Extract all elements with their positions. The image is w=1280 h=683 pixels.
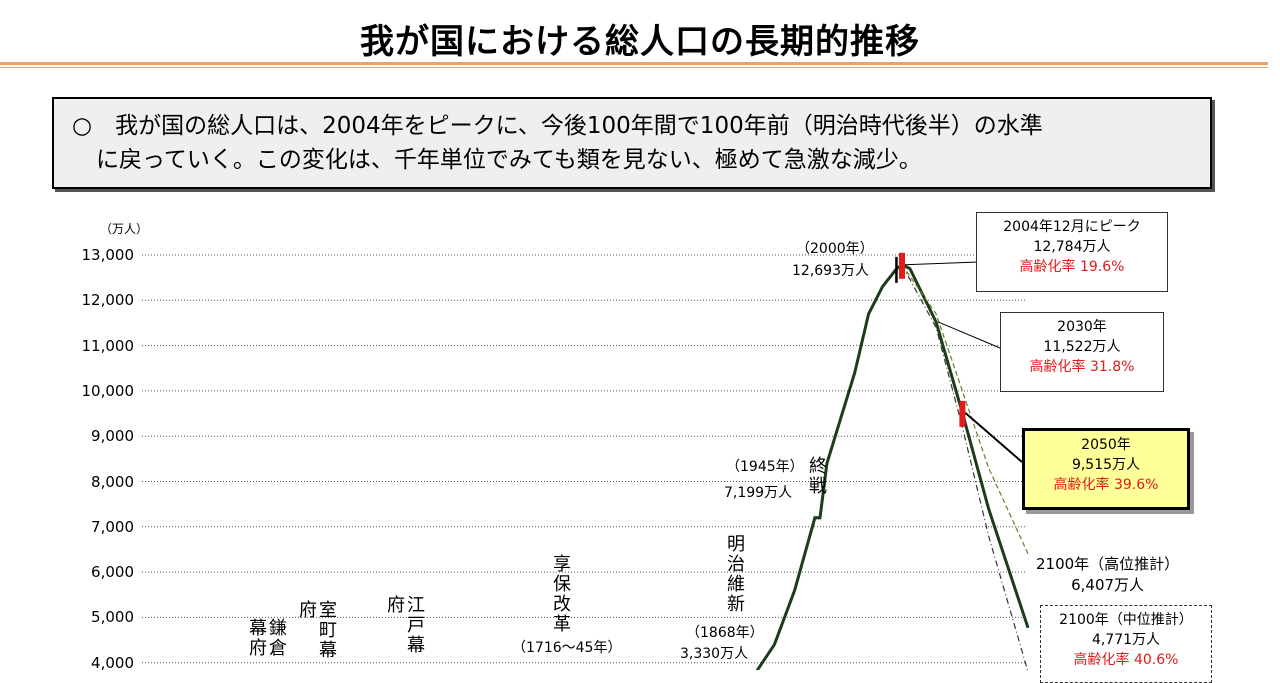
year-markers <box>895 252 966 427</box>
callout-2030-aging: 高齢化率 31.8% <box>1029 359 1135 375</box>
summary-line-2: に戻っていく。この変化は、千年単位でみても類を見ない、極めて急激な減少。 <box>96 147 922 173</box>
y-tick-label: 7,000 <box>91 517 134 536</box>
title-underline <box>0 62 1268 65</box>
annotation-edo-shogunate: 江戸幕府 <box>384 595 425 655</box>
summary-text: ○ 我が国の総人口は、2004年をピークに、今後100年間で100年前（明治時代… <box>72 109 1202 177</box>
callout-2030: 2030年 11,522万人 高齢化率 31.8% <box>1000 312 1164 392</box>
annotation-1868-value: 3,330万人 <box>680 646 749 662</box>
page-title: 我が国における総人口の長期的推移 <box>360 22 920 62</box>
callout-2030-line2: 11,522万人 <box>1043 339 1121 355</box>
callout-2050-line2: 9,515万人 <box>1071 457 1141 473</box>
annotation-2000-value: 12,693万人 <box>792 263 869 279</box>
y-tick-label: 6,000 <box>91 563 134 582</box>
callout-2030-line1: 2030年 <box>1057 319 1107 335</box>
annotation-end-of-war: 終戦 <box>806 456 827 496</box>
annotation-kyoho-years: （1716～45年） <box>512 640 622 656</box>
marker-2000 <box>895 256 898 283</box>
callout-2100-high-line1: 2100年（高位推計） <box>1036 555 1180 573</box>
marker-2050 <box>959 400 966 427</box>
series-lines <box>755 263 1030 670</box>
y-tick-label: 9,000 <box>91 427 134 446</box>
series-line-3 <box>901 264 1029 670</box>
callout-2050-line1: 2050年 <box>1081 437 1131 453</box>
annotation-2000-year: （2000年） <box>796 241 874 257</box>
callout-2100-high-line2: 6,407万人 <box>1071 576 1145 594</box>
series-line-1 <box>755 263 1030 670</box>
leader-line-2 <box>937 321 1001 349</box>
y-tick-label: 4,000 <box>91 653 134 672</box>
callout-2050: 2050年 9,515万人 高齢化率 39.6% <box>1022 428 1190 510</box>
annotation-1945-value: 7,199万人 <box>724 485 793 501</box>
annotation-muromachi-shogunate: 室町幕府 <box>296 600 337 660</box>
summary-box: ○ 我が国の総人口は、2004年をピークに、今後100年間で100年前（明治時代… <box>52 97 1212 189</box>
callout-2100-mid-aging: 高齢化率 40.6% <box>1073 652 1179 668</box>
callout-2100-mid-line2: 4,771万人 <box>1091 632 1161 648</box>
y-axis-unit-label: （万人） <box>100 222 149 236</box>
gridlines <box>142 254 1026 664</box>
callout-2100-high: 2100年（高位推計） 6,407万人 <box>1036 554 1179 596</box>
y-tick-label: 10,000 <box>81 381 135 400</box>
marker-2004 <box>899 252 905 279</box>
annotation-1868-year: （1868年） <box>686 625 764 641</box>
y-tick-label: 8,000 <box>91 472 134 491</box>
callout-peak-line1: 2004年12月にピーク <box>1003 219 1141 235</box>
y-tick-label: 13,000 <box>81 246 135 264</box>
annotation-meiji-restoration: 明治維新 <box>724 534 745 614</box>
title-underline-thin <box>0 67 1268 68</box>
callout-2100-mid-line1: 2100年（中位推計） <box>1059 612 1193 628</box>
summary-line-1: ○ 我が国の総人口は、2004年をピークに、今後100年間で100年前（明治時代… <box>72 113 1043 139</box>
callout-2100-mid: 2100年（中位推計） 4,771万人 高齢化率 40.6% <box>1040 605 1212 683</box>
leader-line-3 <box>964 412 1023 463</box>
annotation-kamakura-shogunate: 鎌倉幕府 <box>246 618 287 658</box>
y-tick-label: 12,000 <box>81 291 135 310</box>
annotation-1945-year: （1945年） <box>726 459 804 475</box>
y-tick-label: 11,000 <box>81 336 135 355</box>
callout-leaders <box>904 261 1023 463</box>
callout-peak-line2: 12,784万人 <box>1033 239 1111 255</box>
leader-line-1 <box>904 261 979 266</box>
callout-peak: 2004年12月にピーク 12,784万人 高齢化率 19.6% <box>976 212 1168 292</box>
callout-peak-aging: 高齢化率 19.6% <box>1019 259 1125 275</box>
annotation-kyoho-reform: 享保改革 <box>550 554 571 634</box>
callout-2050-aging: 高齢化率 39.6% <box>1053 477 1159 493</box>
y-tick-label: 5,000 <box>91 608 134 627</box>
